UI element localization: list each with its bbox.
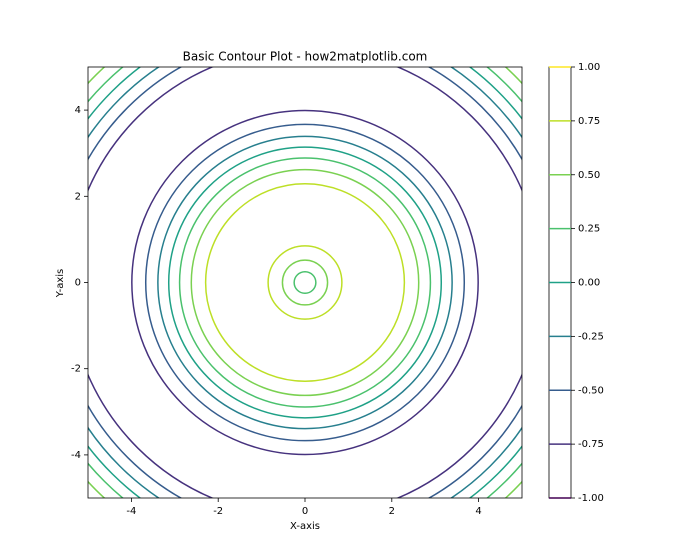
- contour-line: [204, 183, 406, 382]
- colorbar-tick-label: 1.00: [578, 62, 600, 73]
- contour-line: [88, 67, 522, 498]
- contour-line: [88, 67, 522, 498]
- contour-line: [88, 67, 522, 498]
- axes-frame: [87, 66, 523, 499]
- y-tick-label: 4: [75, 105, 81, 116]
- colorbar-tick-label: 0.75: [578, 116, 600, 127]
- colorbar-tick-label: 0.00: [578, 278, 600, 289]
- contour-line: [167, 146, 443, 419]
- contour-line: [157, 135, 453, 430]
- contour-line: [293, 270, 317, 295]
- contour-line: [88, 67, 522, 498]
- y-axis-label: Y-axis: [55, 269, 66, 299]
- colorbar-tick-label: 0.50: [578, 170, 600, 181]
- colorbar-tick-label: -0.50: [578, 385, 604, 396]
- y-tick-label: 2: [75, 191, 81, 202]
- contour-line: [178, 157, 432, 408]
- x-tick-label: 2: [389, 506, 395, 517]
- x-tick-label: 0: [302, 506, 308, 517]
- y-tick-label: -2: [71, 364, 81, 375]
- colorbar-tick-label: 0.25: [578, 224, 600, 235]
- contour-line: [131, 109, 479, 456]
- contour-line: [88, 67, 522, 498]
- x-tick-label: 4: [475, 506, 481, 517]
- contour-line: [267, 245, 343, 320]
- x-tick-label: -2: [213, 506, 223, 517]
- colorbar-tick-label: -0.25: [578, 331, 604, 342]
- y-tick-label: -4: [71, 450, 81, 461]
- contour-line: [281, 259, 329, 306]
- chart-title: Basic Contour Plot - how2matplotlib.com: [183, 50, 428, 64]
- plot-area: [88, 67, 522, 498]
- contour-line: [144, 123, 466, 442]
- colorbar-tick-label: -0.75: [578, 439, 604, 450]
- x-axis-label: X-axis: [290, 521, 320, 532]
- colorbar-tick-label: -1.00: [578, 493, 604, 504]
- y-tick-label: 0: [75, 278, 81, 289]
- contour-line: [88, 67, 522, 498]
- x-tick-label: -4: [126, 506, 136, 517]
- contour-line: [190, 168, 420, 397]
